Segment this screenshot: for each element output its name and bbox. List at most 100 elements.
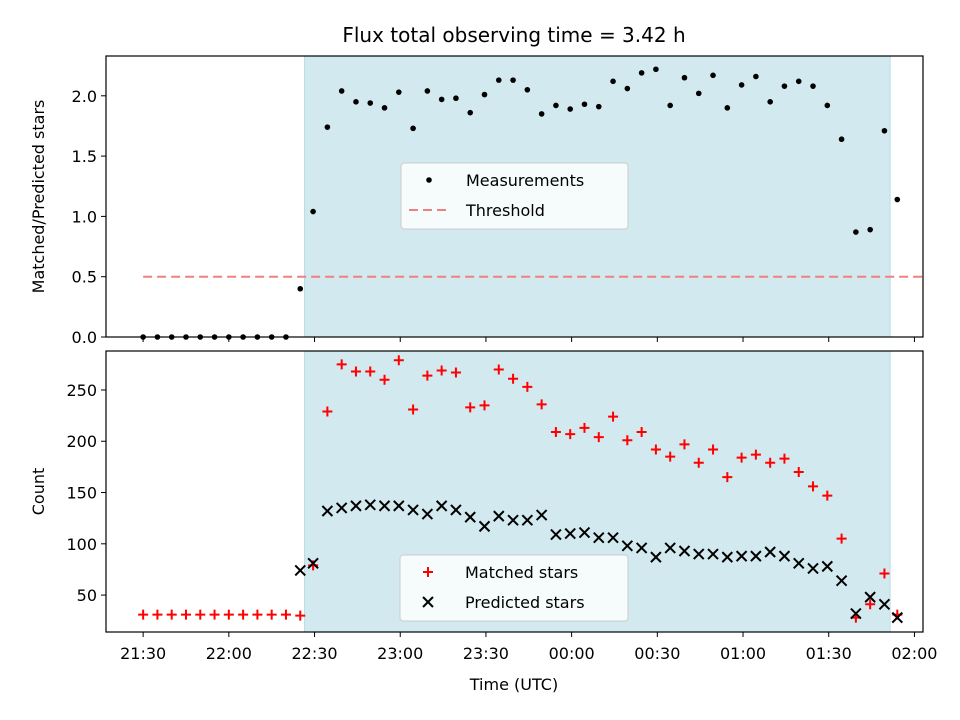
predicted-star-point [350,500,362,512]
predicted-star-point [550,528,562,541]
predicted-star-point [364,499,376,511]
matched-star-point [195,609,206,620]
matched-star-point [579,422,590,433]
bottom-axes-frame [105,350,924,633]
legend-label: Threshold [465,201,545,220]
predicted-star-point [294,564,306,577]
measurement-point [481,91,488,98]
predicted-star-point [493,510,505,522]
matched-star-point [322,406,333,417]
predicted-star-point [307,557,319,569]
measurement-point [624,85,631,92]
bottom-legend: Matched stars Predicted stars [399,554,629,622]
matched-star-point [479,400,490,411]
matched-star-point [693,457,704,468]
measurement-point [681,74,688,81]
matched-star-point [679,439,690,450]
measurement-point [781,83,788,89]
x-tick-label: 23:00 [377,644,423,663]
measurement-point [595,103,602,110]
measurement-point [767,99,773,105]
matched-star-point [450,367,461,378]
top-y-axis-title: Matched/Predicted stars [29,100,48,294]
bottom-y-tick-label: 150 [66,484,97,503]
top-panel: 0.0 0.5 1.0 1.5 2.0 Matched/Predicted stars Me… [29,55,924,347]
predicted-star-point [621,540,634,552]
measurement-point [894,196,901,203]
bottom-series-predicted-stars [294,499,903,624]
matched-star-point [636,427,647,438]
x-tick-label: 00:30 [634,644,680,663]
measurement-point [453,95,459,102]
predicted-star-point [607,531,619,544]
x-tick-label: 23:30 [463,644,509,663]
matched-star-point [180,609,191,620]
predicted-star-point [721,551,734,563]
predicted-star-point [435,500,448,512]
measurement-point [510,77,516,83]
chart-title: Flux total observing time = 3.42 h [342,23,685,47]
predicted-star-point [864,591,876,603]
measurement-point [738,82,745,88]
top-y-tick-label: 1.5 [72,147,97,166]
measurement-point [567,106,574,112]
measurement-point [396,89,402,95]
measurement-point [324,124,331,130]
matched-star-point [808,481,819,492]
measurement-point [438,96,445,103]
predicted-star-point [735,550,748,562]
x-tick-label: 21:30 [120,644,166,663]
matched-star-point [422,370,433,381]
matched-star-point [508,373,519,384]
predicted-star-point [835,575,848,587]
measurement-point [338,88,345,94]
predicted-star-point [821,560,834,573]
x-tick-label: 22:00 [206,644,252,663]
top-y-tick-label: 0.5 [72,268,97,287]
matched-star-point [750,449,761,460]
legend-label: Matched stars [465,563,578,582]
measurement-point [838,136,845,143]
matched-star-point [822,490,833,501]
measurement-point [553,102,559,109]
predicted-star-point [650,551,662,563]
matched-star-point [593,432,604,443]
matched-star-point [665,451,676,462]
legend-label: Measurements [466,171,584,190]
bottom-series-matched-stars [138,355,903,623]
predicted-star-point [850,607,862,620]
top-series-measurements [140,66,901,340]
matched-star-point [209,609,220,620]
matched-star-point [280,609,291,620]
measurement-point [538,111,545,117]
matched-star-point [166,609,177,620]
top-y-tick-label: 2.0 [72,87,97,106]
predicted-star-point [778,550,791,562]
matched-star-point [223,609,234,620]
measurement-point [610,78,616,85]
predicted-star-point [478,520,491,533]
measurement-point [638,70,645,76]
predicted-star-point [807,562,819,575]
matched-star-point [736,452,747,463]
predicted-star-point [578,526,591,539]
bottom-y-axis-title: Count [29,468,48,516]
matched-star-point [295,610,306,621]
matched-star-point [393,355,404,366]
predicted-star-point [450,504,462,516]
legend-plus-marker [423,567,433,577]
x-tick-label: 01:30 [806,644,852,663]
legend-x-marker [422,596,434,608]
predicted-star-point [664,542,676,554]
matched-star-point [350,366,361,377]
matched-star-point [365,366,376,377]
matched-star-point [550,427,561,438]
top-y-tick-label: 1.0 [72,207,97,226]
matched-star-point [793,467,804,478]
predicted-star-point [764,546,776,558]
x-axis-title: Time (UTC) [469,675,558,694]
measurement-point [867,226,873,233]
top-axes-frame [105,55,924,338]
matched-star-point [238,609,249,620]
